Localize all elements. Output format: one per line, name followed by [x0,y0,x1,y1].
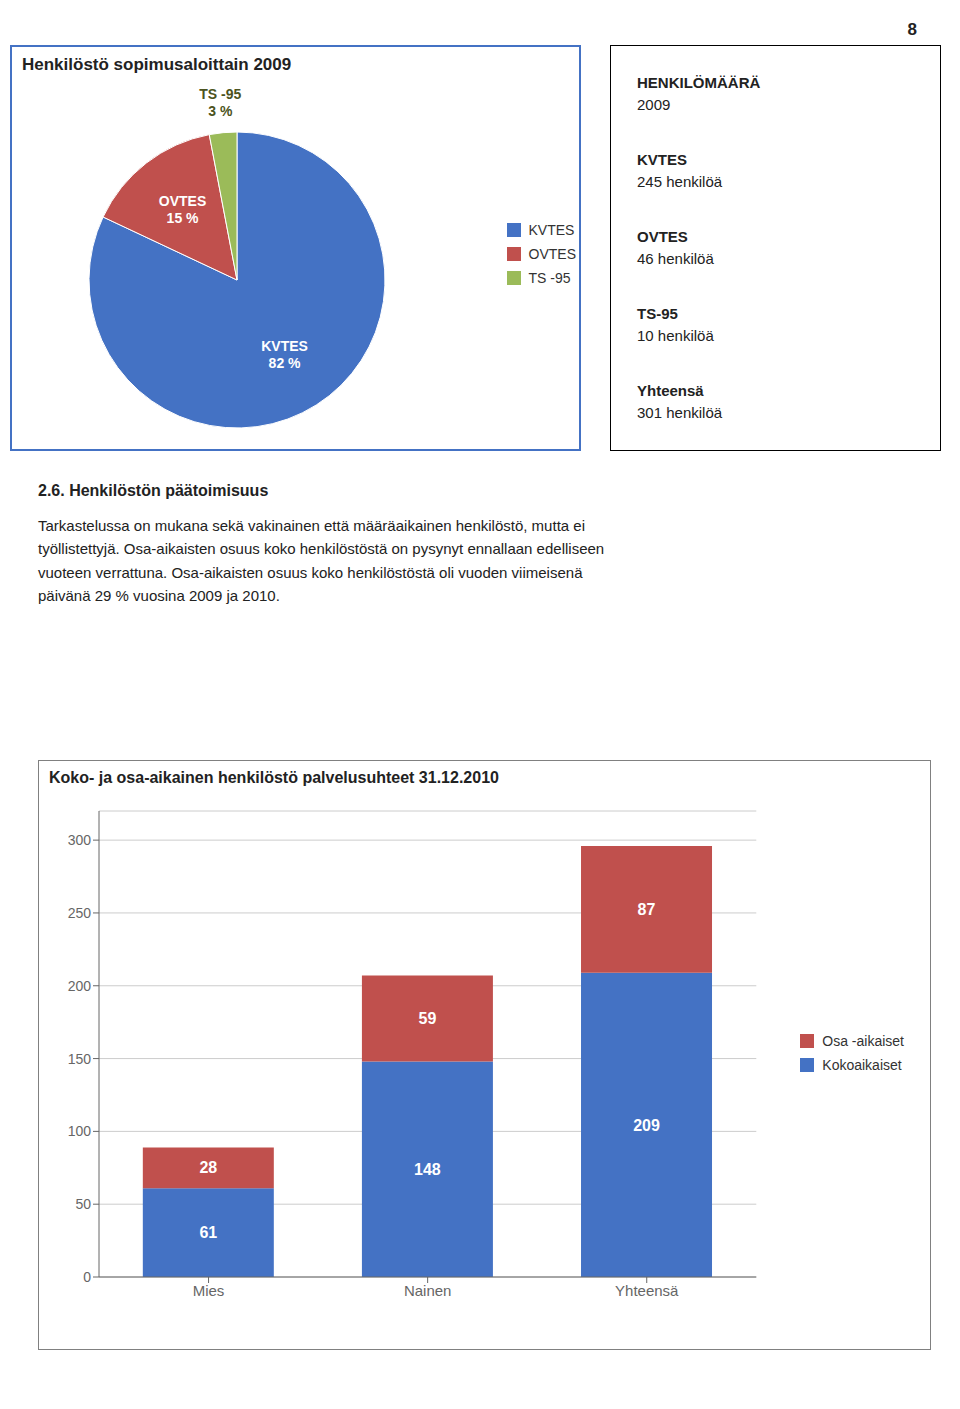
svg-text:OVTES15 %: OVTES15 % [159,193,206,226]
html-text:KVTES: KVTES [637,151,687,169]
svg-text:209: 209 [633,1117,660,1134]
svg-text:61: 61 [199,1224,217,1241]
svg-text:200: 200 [68,978,92,994]
svg-text:148: 148 [414,1161,441,1178]
html-text:OVTES: OVTES [528,245,576,262]
html-text:Henkilöstö sopimusaloittain 20: Henkilöstö sopimusaloittain 2009 [22,55,292,74]
html-text:301 henkilöä: 301 henkilöä [637,403,723,421]
html-text:KVTES: KVTES [528,221,575,238]
svg-text:Nainen: Nainen [404,1282,452,1299]
html-text:TS-95: TS-95 [637,304,678,322]
svg-text:TS -953 %: TS -953 % [199,86,241,119]
svg-text:0: 0 [83,1269,91,1285]
html-text:Tarkastelussa on mukana sekä v: Tarkastelussa on mukana sekä vakinainen … [38,517,585,534]
svg-text:150: 150 [68,1051,92,1067]
svg-text:28: 28 [199,1159,217,1176]
html-text:Osa -aikaiset: Osa -aikaiset [822,1033,904,1049]
html-text:2009: 2009 [637,96,671,114]
html-text:Kokoaikaiset: Kokoaikaiset [822,1057,902,1073]
svg-text:Yhteensä: Yhteensä [615,1282,679,1299]
svg-text:59: 59 [419,1010,437,1027]
svg-text:50: 50 [75,1196,91,1212]
html-text:TS -95: TS -95 [528,269,571,286]
svg-text:250: 250 [68,905,92,921]
svg-text:Mies: Mies [193,1282,225,1299]
html-text:HENKILÖMÄÄRÄ: HENKILÖMÄÄRÄ [637,74,761,92]
svg-text:87: 87 [638,901,656,918]
html-text:työllistettyjä. Osa-aikaisten: työllistettyjä. Osa-aikaisten osuus koko… [38,540,605,558]
html-text:2.6. Henkilöstön päätoimisuus: 2.6. Henkilöstön päätoimisuus [38,482,269,499]
html-text:Yhteensä: Yhteensä [637,381,704,399]
svg-text:300: 300 [68,832,92,848]
html-text:8: 8 [907,20,917,39]
html-text:46 henkilöä: 46 henkilöä [637,250,714,267]
html-text:OVTES: OVTES [637,228,688,245]
html-text:vuoteen verrattuna. Osa-aikais: vuoteen verrattuna. Osa-aikaisten osuus … [38,563,583,581]
html-text:245 henkilöä: 245 henkilöä [637,173,723,191]
html-text:10 henkilöä: 10 henkilöä [637,326,714,344]
html-text:Koko- ja osa-aikainen henkilös: Koko- ja osa-aikainen henkilöstö palvelu… [49,769,499,786]
svg-text:KVTES82 %: KVTES82 % [261,338,308,371]
html-text:päivänä 29 % vuosina 2009 ja 2: päivänä 29 % vuosina 2009 ja 2010. [38,586,280,604]
svg-text:100: 100 [68,1123,92,1139]
